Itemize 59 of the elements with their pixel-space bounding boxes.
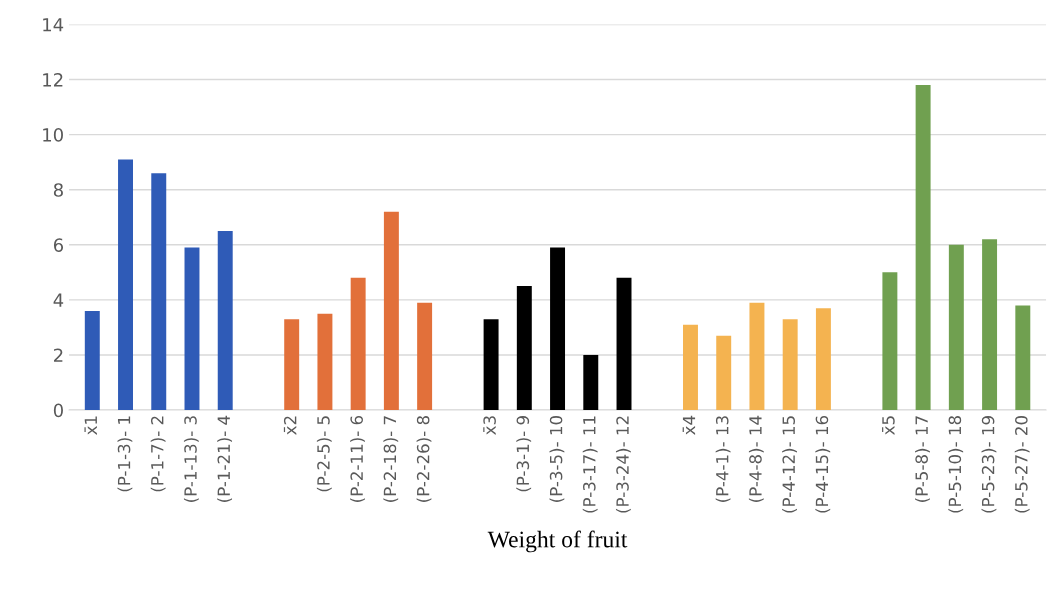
- x-tick-label: (P-3-17)- 11: [582, 416, 598, 513]
- bar: [417, 302, 433, 411]
- x-tick-label: x̄1: [84, 416, 97, 435]
- bar: [84, 310, 100, 411]
- bar: [749, 302, 765, 411]
- bar: [982, 239, 998, 411]
- y-tick-label: 8: [53, 183, 63, 197]
- x-tick-label: (P-1-13)- 3: [183, 416, 199, 502]
- x-tick-label: (P-1-3)- 1: [117, 416, 133, 492]
- bar: [550, 247, 566, 411]
- bar: [782, 319, 798, 411]
- bar: [284, 319, 300, 411]
- x-tick-label: (P-5-8)- 17: [915, 416, 930, 502]
- x-tick-label: (P-5-10)- 18: [948, 416, 964, 513]
- x-tick-label: (P-1-21)- 4: [217, 415, 233, 502]
- y-tick-label: 0: [53, 403, 63, 418]
- bar: [184, 247, 200, 411]
- y-tick-label: 10: [43, 128, 63, 142]
- x-tick-label: (P-4-1)- 13: [715, 416, 731, 502]
- bar: [683, 324, 698, 411]
- x-tick-label: (P-4-15)- 16: [815, 415, 831, 513]
- bar: [516, 286, 532, 411]
- x-tick-label: (P-2-18)- 7: [383, 416, 399, 502]
- x-tick-label: (P-2-11)- 6: [350, 415, 365, 502]
- y-tick-label: 2: [54, 348, 63, 362]
- x-axis-title: Weight of fruit: [487, 530, 628, 553]
- y-tick-label: 14: [43, 18, 64, 32]
- bar: [383, 211, 399, 411]
- x-tick-label: (P-4-12)- 15: [782, 416, 797, 513]
- bar: [948, 244, 964, 411]
- bar: [882, 272, 898, 411]
- x-tick-label: (P-5-27)- 20: [1014, 416, 1030, 513]
- bar: [118, 159, 133, 411]
- bar: [483, 319, 499, 411]
- x-tick-label: x̄3: [483, 416, 496, 435]
- bar: [350, 277, 366, 411]
- x-tick-label: (P-3-5)- 10: [549, 416, 565, 502]
- x-tick-label: (P-4-8)- 14: [748, 415, 764, 502]
- y-tick-label: 6: [53, 238, 64, 252]
- bar: [1015, 305, 1031, 411]
- y-tick-label: 12: [43, 73, 63, 87]
- x-tick-label: x̄2: [283, 416, 297, 435]
- y-tick-label: 4: [53, 293, 64, 307]
- bar: [583, 354, 599, 411]
- bar: [151, 173, 167, 411]
- x-tick-label: (P-3-24)- 12: [615, 416, 631, 513]
- x-tick-label: (P-3-1)- 9: [516, 416, 532, 492]
- bar: [317, 313, 333, 411]
- x-tick-label: (P-1-7)- 2: [150, 416, 166, 492]
- x-tick-label: (P-2-5)- 5: [316, 416, 332, 492]
- x-tick-label: (P-2-26)- 8: [416, 416, 432, 502]
- x-tick-label: (P-5-23)- 19: [981, 416, 997, 513]
- bar: [217, 231, 233, 411]
- bar: [616, 277, 632, 411]
- bar: [815, 308, 831, 411]
- bar: [915, 85, 931, 411]
- x-tick-label: x̄4: [682, 415, 696, 435]
- x-tick-label: x̄5: [882, 416, 895, 435]
- bar: [716, 335, 732, 411]
